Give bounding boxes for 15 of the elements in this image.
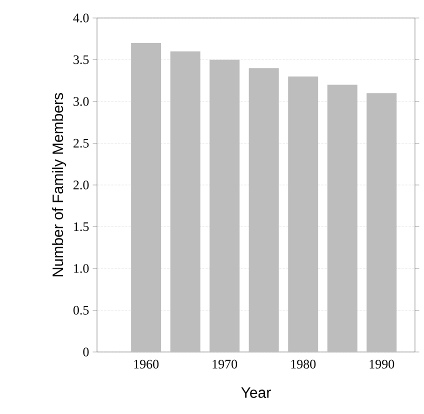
- y-tick-label: 3.0: [74, 97, 89, 106]
- x-tick-label: 1980: [291, 360, 316, 369]
- y-tick-label: 1.5: [74, 222, 89, 232]
- y-tick-label: 0: [83, 348, 89, 356]
- y-tick-label: 1.0: [74, 264, 89, 273]
- x-tick-label: 1990: [370, 360, 394, 369]
- y-tick-label: 2.5: [74, 138, 89, 148]
- y-tick-label: 2.0: [74, 180, 89, 190]
- y-tick-label: 4.0: [73, 14, 89, 22]
- y-tick-label: 0.5: [73, 306, 89, 315]
- x-tick-label: 1970: [212, 360, 238, 369]
- x-axis-title: Year: [241, 387, 271, 398]
- y-tick-label: 3.5: [74, 55, 89, 64]
- y-axis-title: Number of Family Members: [52, 93, 66, 276]
- x-tick-label: 1960: [134, 360, 159, 369]
